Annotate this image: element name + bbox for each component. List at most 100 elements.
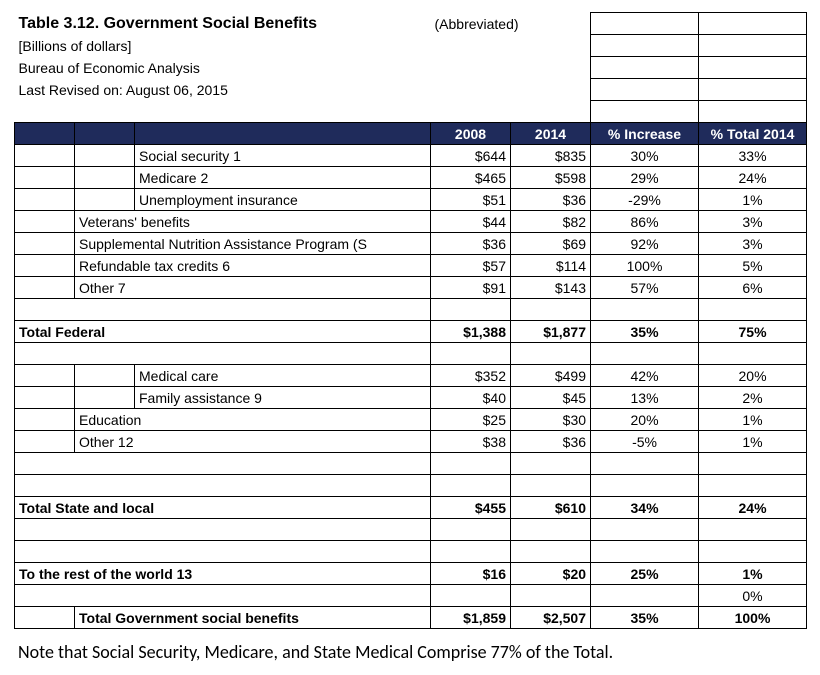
cell-increase: 92% [591, 233, 699, 255]
indent-cell [75, 365, 135, 387]
row-label: Unemployment insurance [135, 189, 431, 211]
cell-2014 [511, 519, 591, 541]
cell-2008 [431, 519, 511, 541]
cell-increase: -5% [591, 431, 699, 453]
cell-2008: $16 [431, 563, 511, 585]
cell-total: 24% [699, 497, 807, 519]
row-label: Medicare 2 [135, 167, 431, 189]
cell-2008: $1,388 [431, 321, 511, 343]
cell-2014: $598 [511, 167, 591, 189]
column-header-row: 2008 2014 % Increase % Total 2014 [15, 123, 807, 145]
cell-2014 [511, 343, 591, 365]
cell-total: 1% [699, 189, 807, 211]
cell-total: 2% [699, 387, 807, 409]
row-label: Education [75, 409, 431, 431]
cell-2008 [431, 343, 511, 365]
cell-total: 24% [699, 167, 807, 189]
cell-total: 33% [699, 145, 807, 167]
cell-increase: 30% [591, 145, 699, 167]
indent-cell [15, 409, 75, 431]
cell-increase: 42% [591, 365, 699, 387]
cell-increase [591, 343, 699, 365]
indent-cell [75, 167, 135, 189]
indent-cell [15, 365, 75, 387]
row-label: Other 7 [75, 277, 431, 299]
table-row: Total Federal$1,388$1,87735%75% [15, 321, 807, 343]
row-label [15, 585, 431, 607]
table-row: Other 7$91$14357%6% [15, 277, 807, 299]
cell-2008: $51 [431, 189, 511, 211]
indent-cell [75, 189, 135, 211]
cell-2008: $44 [431, 211, 511, 233]
cell-2008 [431, 585, 511, 607]
row-label: Family assistance 9 [135, 387, 431, 409]
table-row: 0% [15, 585, 807, 607]
col-header-2014: 2014 [511, 123, 591, 145]
table-row [15, 453, 807, 475]
cell-2014 [511, 585, 591, 607]
indent-cell [15, 145, 75, 167]
cell-increase: -29% [591, 189, 699, 211]
cell-increase: 25% [591, 563, 699, 585]
col-header-increase: % Increase [591, 123, 699, 145]
cell-increase: 34% [591, 497, 699, 519]
table-row: Supplemental Nutrition Assistance Progra… [15, 233, 807, 255]
row-label: Total State and local [15, 497, 431, 519]
indent-cell [15, 255, 75, 277]
cell-2008: $644 [431, 145, 511, 167]
table-row: Education$25$3020%1% [15, 409, 807, 431]
cell-increase: 13% [591, 387, 699, 409]
indent-cell [15, 189, 75, 211]
indent-cell [15, 387, 75, 409]
row-label: To the rest of the world 13 [15, 563, 431, 585]
cell-2008: $455 [431, 497, 511, 519]
row-label [15, 299, 431, 321]
table-row: Refundable tax credits 6$57$114100%5% [15, 255, 807, 277]
cell-2008 [431, 475, 511, 497]
cell-2014: $82 [511, 211, 591, 233]
cell-2014 [511, 541, 591, 563]
table-row [15, 475, 807, 497]
table-row [15, 541, 807, 563]
cell-2008: $40 [431, 387, 511, 409]
row-label [15, 541, 431, 563]
table-title: Table 3.12. Government Social Benefits [15, 13, 431, 35]
cell-total: 5% [699, 255, 807, 277]
table-row: Total State and local$455$61034%24% [15, 497, 807, 519]
cell-2014: $69 [511, 233, 591, 255]
table-row [15, 519, 807, 541]
cell-total: 6% [699, 277, 807, 299]
row-label [15, 519, 431, 541]
col-header-2008: 2008 [431, 123, 511, 145]
row-label: Other 12 [75, 431, 431, 453]
cell-increase: 35% [591, 321, 699, 343]
cell-total: 20% [699, 365, 807, 387]
cell-total: 3% [699, 233, 807, 255]
benefits-table: Table 3.12. Government Social Benefits (… [14, 12, 807, 629]
cell-total: 1% [699, 431, 807, 453]
indent-cell [75, 145, 135, 167]
cell-increase: 29% [591, 167, 699, 189]
indent-cell [15, 431, 75, 453]
cell-increase [591, 519, 699, 541]
row-label: Medical care [135, 365, 431, 387]
cell-2008 [431, 541, 511, 563]
col-header-total: % Total 2014 [699, 123, 807, 145]
table-abbrev: (Abbreviated) [431, 13, 591, 35]
cell-increase: 57% [591, 277, 699, 299]
cell-2014: $610 [511, 497, 591, 519]
table-row: Social security 1$644$83530%33% [15, 145, 807, 167]
row-label: Supplemental Nutrition Assistance Progra… [75, 233, 431, 255]
cell-increase [591, 541, 699, 563]
indent-cell [15, 167, 75, 189]
cell-increase: 86% [591, 211, 699, 233]
table-row [15, 299, 807, 321]
cell-2014: $835 [511, 145, 591, 167]
cell-2014: $20 [511, 563, 591, 585]
row-label [15, 475, 431, 497]
row-label: Refundable tax credits 6 [75, 255, 431, 277]
cell-increase [591, 475, 699, 497]
cell-total: 1% [699, 563, 807, 585]
footnote: Note that Social Security, Medicare, and… [14, 641, 806, 663]
cell-2014 [511, 475, 591, 497]
